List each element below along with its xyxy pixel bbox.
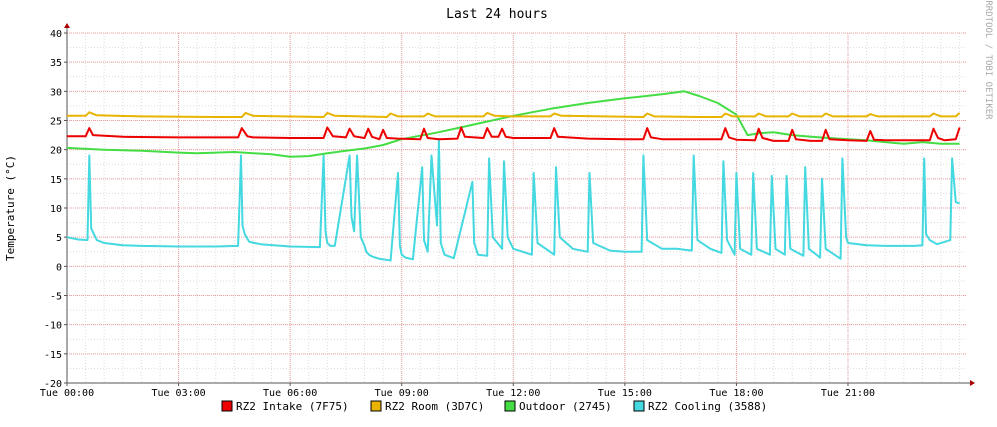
x-tick-label: Tue 18:00 (709, 388, 763, 399)
y-tick-label: 25 (50, 117, 62, 128)
series-line-0 (67, 126, 961, 142)
x-tick-label: Tue 03:00 (151, 388, 205, 399)
legend: RZ2 Intake (7F75) RZ2 Room (3D7C) Outdoor … (221, 400, 767, 413)
y-tick-label: 40 (50, 29, 62, 40)
series-line-1 (67, 111, 961, 118)
y-tick-label: -10 (44, 321, 62, 332)
y-tick-label: 30 (50, 87, 62, 98)
legend-swatch (370, 400, 382, 412)
legend-label: Outdoor (2745) (519, 400, 612, 413)
x-tick-label: Tue 06:00 (263, 388, 317, 399)
y-tick-label: 5 (56, 233, 62, 244)
chart-title: Last 24 hours (446, 7, 548, 22)
legend-swatch (221, 400, 233, 412)
y-tick-label: 20 (50, 146, 62, 157)
x-tick-label: Tue 15:00 (598, 388, 652, 399)
series-line-3 (66, 138, 960, 262)
x-tick-label: Tue 00:00 (40, 388, 94, 399)
y-tick-label: -15 (44, 350, 62, 361)
legend-swatch (504, 400, 516, 412)
y-tick-label: 15 (50, 175, 62, 186)
series-line-2 (66, 90, 960, 158)
grid-layer (66, 32, 967, 384)
legend-swatch (633, 400, 645, 412)
y-axis-arrow (64, 23, 70, 28)
y-tick-label: 0 (56, 262, 62, 273)
y-axis-label: Temperature (°C) (4, 155, 17, 261)
y-tick-label: -20 (44, 379, 62, 390)
x-axis-arrow (970, 380, 975, 386)
y-tick-label: 10 (50, 204, 62, 215)
x-tick-label: Tue 12:00 (486, 388, 540, 399)
legend-label: RZ2 Intake (7F75) (236, 400, 349, 413)
x-tick-label: Tue 21:00 (821, 388, 875, 399)
rrdtool-credit: RRDTOOL / TOBI OETIKER (983, 0, 993, 120)
y-tick-label: 35 (50, 58, 62, 69)
legend-label: RZ2 Room (3D7C) (385, 400, 484, 413)
series-layer (66, 90, 961, 262)
y-tick-label: -5 (50, 292, 62, 303)
legend-label: RZ2 Cooling (3588) (648, 400, 767, 413)
x-tick-label: Tue 09:00 (375, 388, 429, 399)
